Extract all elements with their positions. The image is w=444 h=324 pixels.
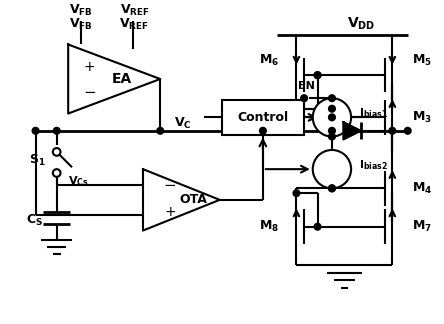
Circle shape: [389, 127, 396, 134]
Circle shape: [260, 127, 266, 134]
Circle shape: [329, 133, 335, 140]
Text: $\mathbf{V_{REF}}$: $\mathbf{V_{REF}}$: [120, 3, 150, 17]
Text: $\mathbf{M_7}$: $\mathbf{M_7}$: [412, 219, 432, 234]
Circle shape: [329, 185, 335, 192]
Text: $\mathbf{M_5}$: $\mathbf{M_5}$: [412, 53, 432, 68]
Text: $\mathbf{V_{Cs}}$: $\mathbf{V_{Cs}}$: [68, 174, 89, 188]
Circle shape: [301, 95, 308, 101]
Text: $-$: $-$: [163, 176, 176, 191]
Circle shape: [329, 127, 335, 134]
Text: $+$: $+$: [83, 61, 95, 75]
Circle shape: [404, 127, 411, 134]
Text: Control: Control: [237, 111, 289, 124]
Text: EA: EA: [112, 72, 132, 86]
Circle shape: [53, 148, 60, 156]
Circle shape: [53, 169, 60, 177]
FancyBboxPatch shape: [222, 100, 304, 135]
Circle shape: [313, 150, 351, 188]
Text: $\mathbf{I_{bias2}}$: $\mathbf{I_{bias2}}$: [359, 158, 388, 172]
Text: OTA: OTA: [179, 193, 207, 206]
Circle shape: [53, 127, 60, 134]
Circle shape: [314, 72, 321, 78]
Circle shape: [157, 127, 164, 134]
Text: $\mathbf{V_{DD}}$: $\mathbf{V_{DD}}$: [348, 15, 376, 31]
Text: $\mathbf{M_8}$: $\mathbf{M_8}$: [259, 219, 279, 234]
Circle shape: [293, 190, 300, 196]
Text: $+$: $+$: [164, 205, 176, 219]
Text: EN: EN: [298, 80, 315, 90]
Circle shape: [314, 72, 321, 78]
Text: $\mathbf{M_6}$: $\mathbf{M_6}$: [259, 53, 279, 68]
Circle shape: [313, 98, 351, 136]
Circle shape: [314, 223, 321, 230]
Circle shape: [32, 127, 39, 134]
Text: $-$: $-$: [83, 83, 96, 98]
Text: $\mathbf{V_{FB}}$: $\mathbf{V_{FB}}$: [69, 3, 92, 17]
Circle shape: [329, 185, 335, 192]
Circle shape: [329, 114, 335, 121]
Circle shape: [329, 95, 335, 101]
Text: $\mathbf{V_{FB}}$: $\mathbf{V_{FB}}$: [69, 17, 92, 32]
Polygon shape: [344, 122, 361, 139]
Text: $\mathbf{V_{REF}}$: $\mathbf{V_{REF}}$: [119, 17, 148, 32]
Text: $\mathbf{M_3}$: $\mathbf{M_3}$: [412, 110, 432, 125]
Text: $\mathbf{C_S}$: $\mathbf{C_S}$: [26, 213, 43, 227]
Circle shape: [329, 105, 335, 112]
Text: $\mathbf{M_4}$: $\mathbf{M_4}$: [412, 181, 432, 196]
Text: $\mathbf{I_{bias1}}$: $\mathbf{I_{bias1}}$: [359, 107, 388, 121]
Text: $\mathbf{S_1}$: $\mathbf{S_1}$: [28, 153, 45, 168]
Text: $\mathbf{V_C}$: $\mathbf{V_C}$: [174, 116, 191, 131]
